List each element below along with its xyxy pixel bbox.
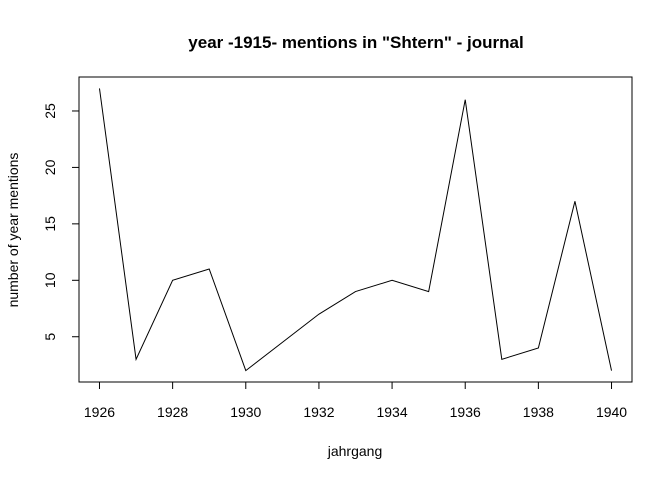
y-tick-label: 20	[42, 159, 58, 175]
x-tick-label: 1940	[596, 404, 627, 420]
chart-title: year -1915- mentions in "Shtern" - journ…	[188, 33, 523, 52]
x-tick-label: 1936	[450, 404, 481, 420]
x-tick-label: 1932	[303, 404, 334, 420]
x-tick-label: 1928	[157, 404, 188, 420]
series-line	[98, 88, 613, 372]
y-tick-label: 25	[42, 103, 58, 119]
y-axis-label: number of year mentions	[5, 153, 21, 308]
series-group	[98, 88, 613, 372]
y-tick-label: 5	[42, 333, 58, 341]
x-axis-label: jahrgang	[327, 443, 383, 459]
x-tick-label: 1938	[523, 404, 554, 420]
y-axis: 5 10 15 20 25	[42, 103, 79, 341]
y-tick-label: 10	[42, 272, 58, 288]
x-tick-label: 1926	[84, 404, 115, 420]
x-axis: 1926 1928 1930 1932 1934 1936 1938 1940	[84, 382, 627, 420]
plot-frame	[78, 76, 633, 383]
x-tick-label: 1934	[376, 404, 407, 420]
x-tick-label: 1930	[230, 404, 261, 420]
y-tick-label: 15	[42, 216, 58, 232]
